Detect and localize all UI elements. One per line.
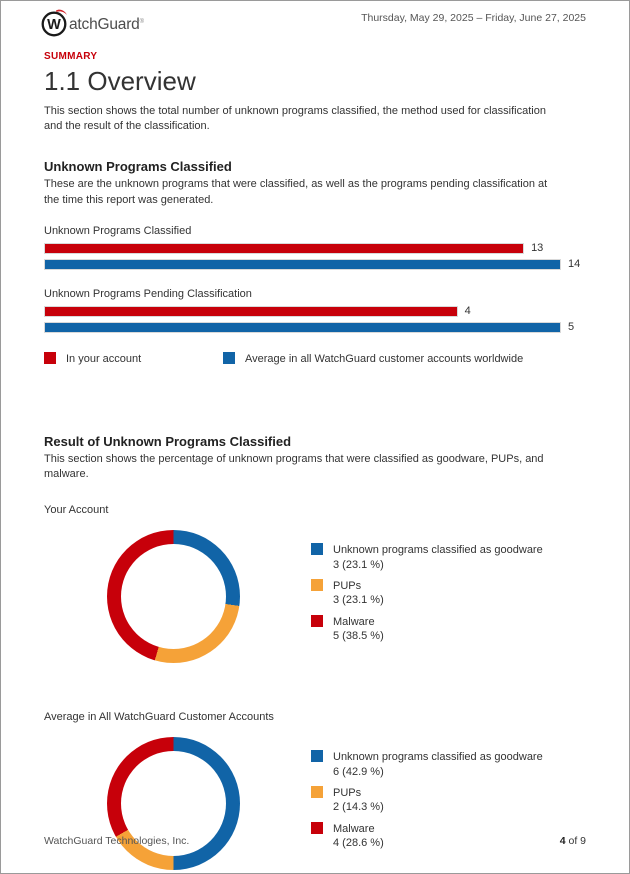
- legend-label: Average in all WatchGuard customer accou…: [245, 352, 524, 365]
- intro-text: This section shows the total number of u…: [44, 105, 546, 133]
- legend-value: 6 (42.9 %): [333, 765, 384, 778]
- legend-swatch: [44, 351, 56, 364]
- logo-w: W: [47, 17, 61, 33]
- legend-label: Malware 4 (28.6 %): [333, 822, 384, 849]
- summary-eyebrow: SUMMARY: [44, 51, 98, 62]
- page-header: W atchGuard® Thursday, May 29, 2025 – Fr…: [1, 1, 629, 38]
- legend-item: Malware 4 (28.6 %): [311, 821, 543, 851]
- registered-mark: ®: [139, 18, 144, 25]
- section-heading-classified: Unknown Programs Classified: [44, 159, 232, 175]
- donut-chart-average: [107, 737, 240, 871]
- legend-value: 4 (28.6 %): [333, 836, 384, 849]
- bar-chart-1-title: Unknown Programs Classified: [44, 224, 192, 237]
- bar-value-label: 14: [568, 258, 581, 271]
- legend-label: In your account: [66, 352, 142, 365]
- legend-label: Unknown programs classified as goodware 3…: [333, 544, 543, 571]
- page-footer: WatchGuard Technologies, Inc. 4 of 9: [44, 835, 586, 847]
- legend-value: 5 (38.5 %): [333, 629, 384, 642]
- bar-segment: [44, 305, 458, 317]
- watchguard-logo: W atchGuard®: [39, 6, 144, 38]
- logo-swoosh: [56, 9, 67, 15]
- legend-swatch: [311, 543, 323, 556]
- bar-chart-2-title: Unknown Programs Pending Classification: [44, 287, 252, 300]
- legend-label: PUPs 2 (14.3 %): [333, 787, 384, 814]
- legend-value: 2 (14.3 %): [333, 801, 384, 814]
- bar-chart-classified: 13 14: [44, 242, 580, 271]
- bar-chart-legend: In your account Average in all WatchGuard…: [44, 351, 586, 366]
- legend-item: Average in all WatchGuard customer accou…: [223, 351, 524, 366]
- legend-label: Malware 5 (38.5 %): [333, 615, 384, 642]
- legend-item: PUPs 3 (23.1 %): [311, 579, 543, 608]
- footer-page-number: 4 of 9: [559, 835, 586, 847]
- bar-value-label: 13: [531, 242, 544, 255]
- legend-item: Unknown programs classified as goodware 6…: [311, 750, 543, 779]
- legend-value: 3 (23.1 %): [333, 594, 384, 607]
- bar-row: 5: [44, 321, 574, 334]
- section-desc-result: This section shows the percentage of unk…: [44, 452, 544, 481]
- donut-2-title: Average in All WatchGuard Customer Accou…: [44, 711, 274, 724]
- bar-row: 13: [44, 242, 561, 255]
- donut-block-your-account: Unknown programs classified as goodware 3…: [44, 530, 586, 664]
- bar-value-label: 5: [568, 321, 575, 334]
- legend-item: PUPs 2 (14.3 %): [311, 786, 543, 815]
- donut-hole: [121, 751, 226, 857]
- page-content: SUMMARY 1.1 Overview This section shows …: [1, 51, 629, 871]
- legend-swatch: [311, 614, 323, 627]
- footer-company: WatchGuard Technologies, Inc.: [44, 835, 190, 847]
- legend-swatch: [311, 579, 323, 592]
- report-date-range: Thursday, May 29, 2025 – Friday, June 27…: [361, 12, 586, 24]
- legend-swatch: [311, 750, 323, 763]
- legend-item: Malware 5 (38.5 %): [311, 614, 543, 644]
- bar-segment: [44, 258, 561, 270]
- bar-value-label: 4: [464, 305, 471, 318]
- bar-row: 14: [44, 258, 580, 271]
- donut-2-legend: Unknown programs classified as goodware 6…: [311, 750, 543, 857]
- section-desc-classified: These are the unknown programs that were…: [44, 178, 548, 206]
- donut-1-legend: Unknown programs classified as goodware 3…: [311, 543, 543, 650]
- legend-swatch: [223, 351, 235, 364]
- legend-label: Unknown programs classified as goodware 6…: [333, 751, 543, 778]
- legend-value: 3 (23.1 %): [333, 558, 384, 571]
- bar-row: 4: [44, 305, 561, 318]
- bar-segment: [44, 242, 525, 254]
- donut-block-average: Unknown programs classified as goodware 6…: [44, 737, 586, 871]
- donut-1-title: Your Account: [44, 504, 109, 517]
- legend-item: Unknown programs classified as goodware 3…: [311, 543, 543, 572]
- donut-hole: [121, 544, 226, 650]
- watchguard-logo-icon: W: [41, 9, 67, 37]
- legend-swatch: [311, 821, 323, 834]
- logo-wordmark: atchGuard®: [69, 16, 144, 33]
- legend-swatch: [311, 786, 323, 799]
- bar-segment: [44, 321, 561, 333]
- section-heading-result: Result of Unknown Programs Classified: [44, 433, 292, 449]
- legend-label: PUPs 3 (23.1 %): [333, 580, 384, 607]
- donut-chart-your-account: [107, 530, 240, 664]
- legend-item: In your account: [44, 351, 223, 366]
- page-title: 1.1 Overview: [44, 66, 196, 96]
